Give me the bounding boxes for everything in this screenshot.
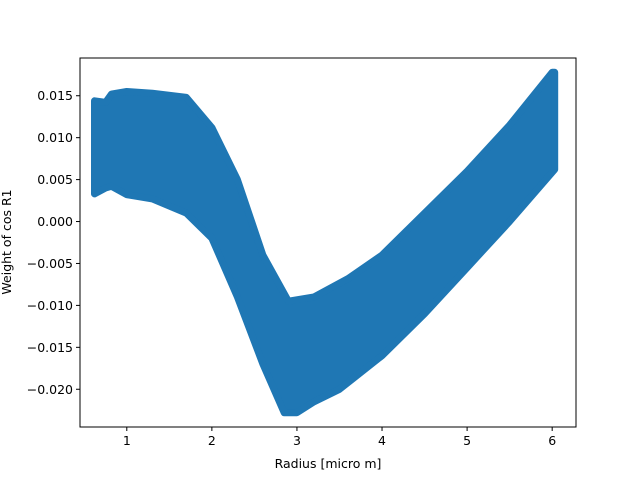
x-tick-label: 3	[293, 433, 301, 448]
y-tick-label: −0.015	[27, 340, 73, 355]
y-tick-label: 0.005	[37, 172, 73, 187]
plot-area	[91, 68, 559, 417]
x-axis: 1 2 3 4 5 6	[123, 427, 556, 448]
y-tick-label: −0.020	[27, 382, 73, 397]
x-tick-label: 6	[548, 433, 556, 448]
y-axis-label: Weight of cos R1	[0, 189, 14, 294]
scatter-series-0-points	[91, 68, 559, 417]
y-tick-label: 0.010	[37, 130, 73, 145]
x-tick-label: 4	[378, 433, 386, 448]
x-tick-label: 5	[463, 433, 471, 448]
x-tick-label: 2	[208, 433, 216, 448]
y-tick-label: 0.000	[37, 214, 73, 229]
y-tick-label: 0.015	[37, 88, 73, 103]
x-tick-label: 1	[123, 433, 131, 448]
y-tick-label: −0.010	[27, 298, 73, 313]
y-tick-label: −0.005	[27, 256, 73, 271]
axes-frame	[79, 57, 577, 428]
y-axis: 0.015 0.010 0.005 0.000 −0.005 −0.010 −0.015 −0…	[27, 88, 80, 397]
x-axis-label: Radius [micro m]	[275, 456, 382, 471]
